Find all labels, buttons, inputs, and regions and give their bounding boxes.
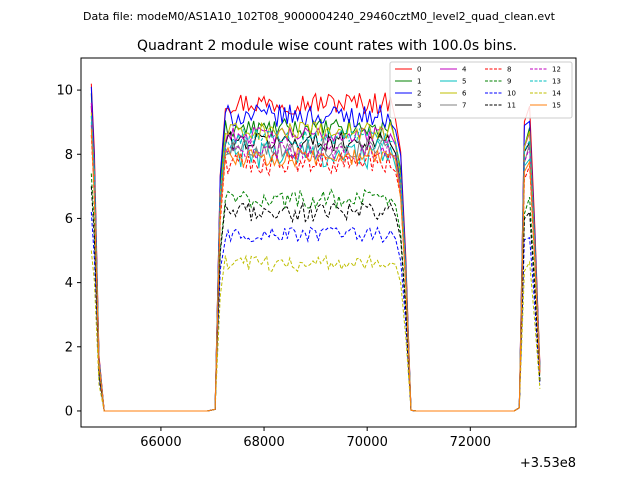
plot-background <box>81 58 576 427</box>
x-tick-label: 72000 <box>450 435 491 450</box>
legend-label-12: 12 <box>552 66 561 74</box>
y-tick-label: 10 <box>56 84 73 99</box>
legend-label-7: 7 <box>462 102 466 110</box>
x-offset-label: +3.53e8 <box>520 456 576 471</box>
y-tick-label: 8 <box>65 148 73 163</box>
x-tick-label: 66000 <box>140 435 181 450</box>
legend-label-0: 0 <box>417 66 421 74</box>
x-tick-label: 68000 <box>243 435 284 450</box>
legend-label-10: 10 <box>507 90 516 98</box>
legend-box <box>389 61 573 119</box>
series-line-15 <box>90 128 541 412</box>
series-line-12 <box>90 125 541 412</box>
legend-label-9: 9 <box>507 78 511 86</box>
y-tick-label: 2 <box>65 340 73 355</box>
legend-label-1: 1 <box>417 78 421 86</box>
x-axis: 66000 68000 70000 72000 <box>140 427 491 450</box>
legend-label-6: 6 <box>462 90 467 98</box>
series-layer <box>90 83 541 412</box>
y-tick-label: 4 <box>65 276 73 291</box>
x-tick-label: 70000 <box>346 435 387 450</box>
y-axis: 0 2 4 6 8 10 <box>56 84 81 419</box>
legend-label-14: 14 <box>552 90 561 98</box>
plot-frame <box>80 57 577 428</box>
y-tick-label: 0 <box>65 404 73 419</box>
legend-label-8: 8 <box>507 66 511 74</box>
legend-label-3: 3 <box>417 102 421 110</box>
legend-label-5: 5 <box>462 78 466 86</box>
legend-label-13: 13 <box>552 78 561 86</box>
chart-title: Quadrant 2 module wise count rates with … <box>137 38 517 54</box>
y-tick-label: 6 <box>65 212 73 227</box>
legend-label-4: 4 <box>462 66 467 74</box>
suptitle: Data file: modeM0/AS1A10_102T08_90000042… <box>83 10 556 23</box>
legend-label-11: 11 <box>507 102 516 110</box>
legend-label-15: 15 <box>552 102 561 110</box>
legend-label-2: 2 <box>417 90 421 98</box>
